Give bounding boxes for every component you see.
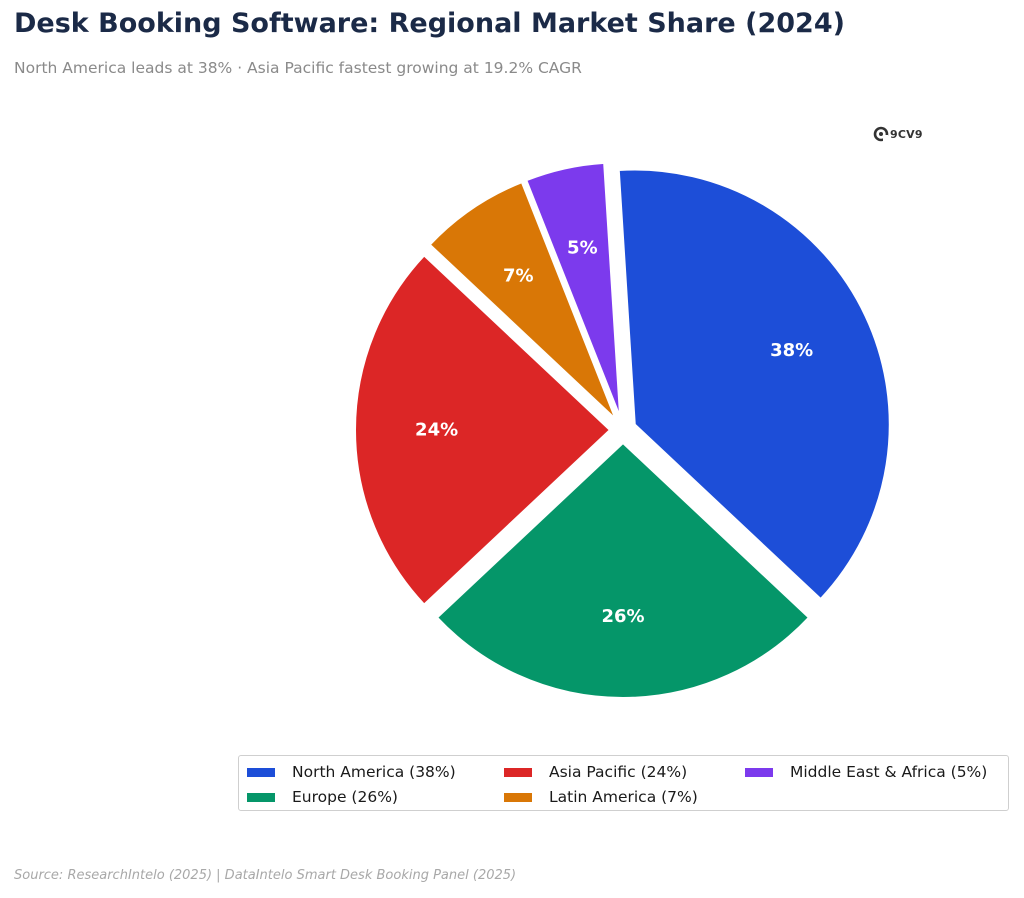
pie-slice-asia-pacific	[354, 254, 612, 606]
pie-slice-north-america	[617, 168, 891, 601]
slice-data-label: 38%	[770, 340, 813, 361]
legend-item-asia-pacific: Asia Pacific (24%)	[504, 763, 687, 781]
chart-legend: North America (38%) Europe (26%) Asia Pa…	[238, 755, 1009, 811]
chart-subtitle: North America leads at 38% · Asia Pacifi…	[14, 59, 582, 77]
slice-data-label: 5%	[567, 238, 598, 259]
logo-text: 9CV9	[890, 127, 923, 141]
pie-slice-latin-america	[428, 180, 617, 420]
legend-label: Asia Pacific (24%)	[549, 763, 688, 781]
slice-data-label: 24%	[415, 420, 458, 441]
legend-item-latin-america: Latin America (7%)	[504, 788, 698, 806]
legend-swatch	[745, 767, 773, 777]
legend-swatch	[504, 792, 532, 802]
chart-title: Desk Booking Software: Regional Market S…	[14, 8, 845, 39]
legend-label: Europe (26%)	[292, 788, 398, 806]
logo-mark-icon	[873, 126, 889, 142]
legend-label: Middle East & Africa (5%)	[790, 763, 988, 781]
brand-logo: 9CV9	[873, 126, 923, 142]
legend-swatch	[247, 767, 275, 777]
slice-data-label: 7%	[503, 265, 534, 286]
pie-slice-europe	[435, 441, 811, 700]
legend-label: North America (38%)	[292, 763, 456, 781]
legend-label: Latin America (7%)	[549, 788, 698, 806]
legend-item-middle-east-africa: Middle East & Africa (5%)	[745, 763, 987, 781]
source-note: Source: ResearchIntelo (2025) | DataInte…	[14, 868, 517, 883]
legend-item-europe: Europe (26%)	[247, 788, 398, 806]
legend-swatch	[504, 767, 532, 777]
legend-item-north-america: North America (38%)	[247, 763, 456, 781]
legend-swatch	[247, 792, 275, 802]
slice-data-label: 26%	[601, 606, 644, 627]
pie-slice-middle-east-africa	[524, 161, 622, 418]
